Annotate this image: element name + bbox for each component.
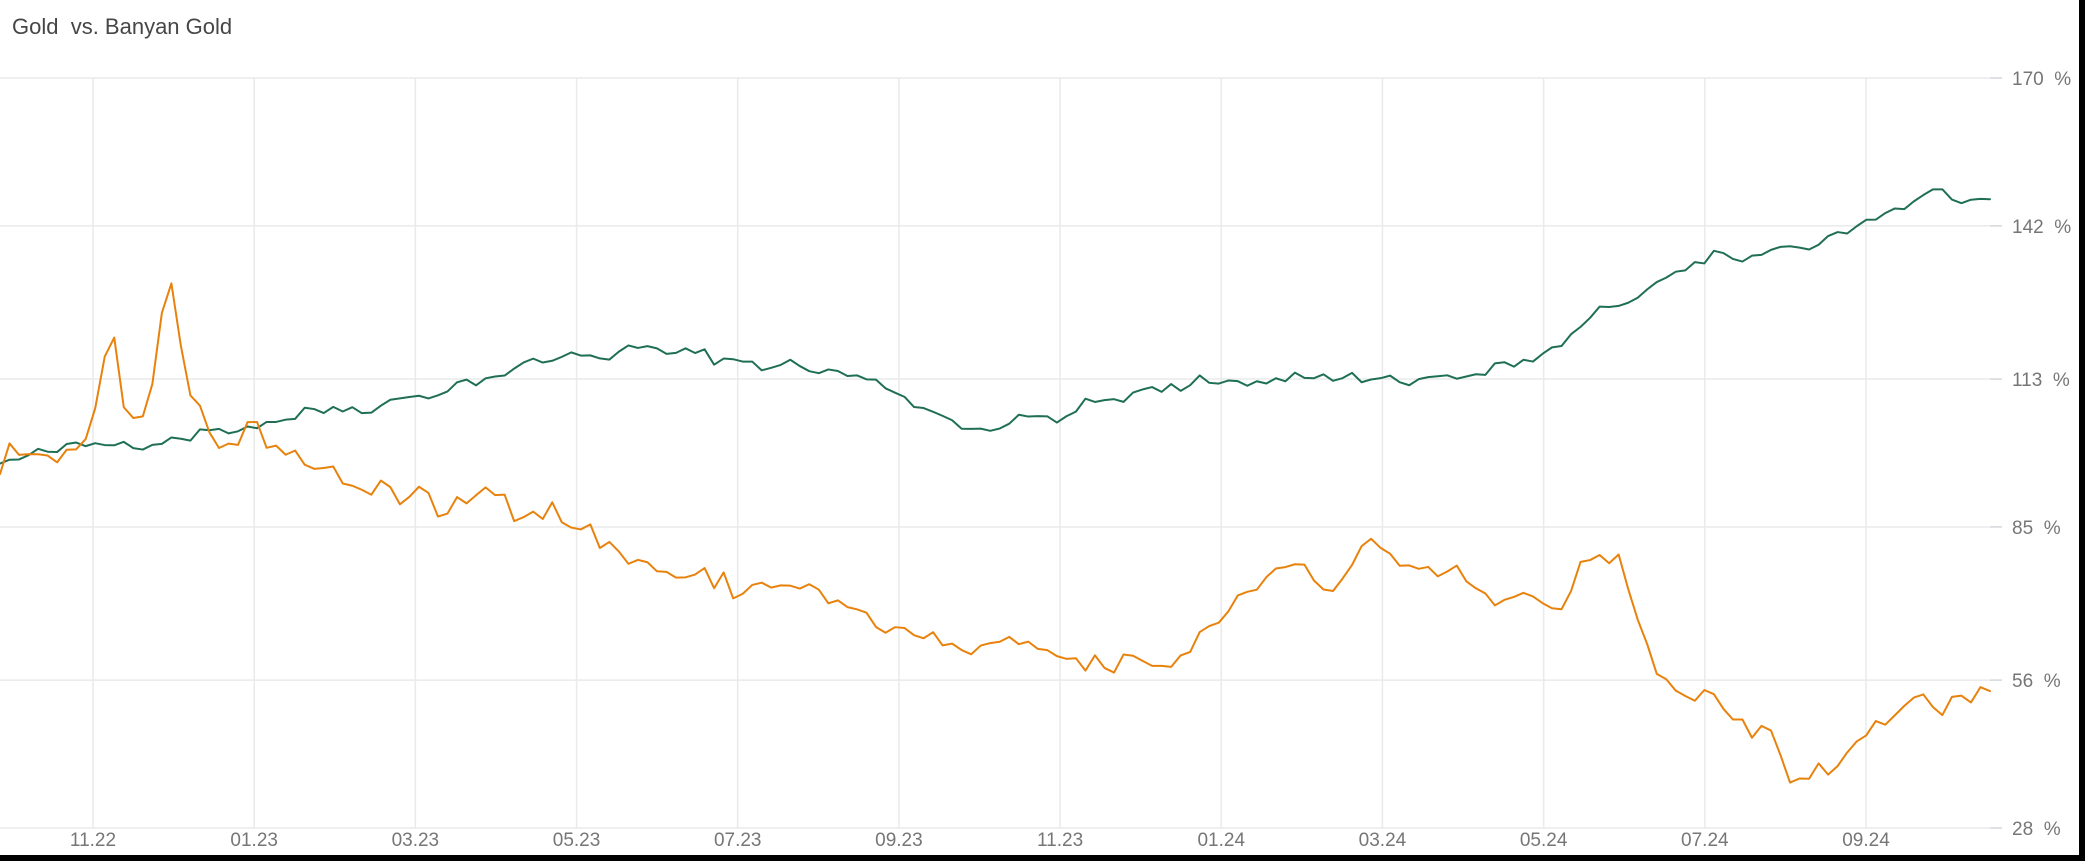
svg-text:28 %: 28 % — [2012, 819, 2061, 840]
svg-text:05.24: 05.24 — [1520, 830, 1568, 851]
svg-text:03.23: 03.23 — [392, 830, 440, 851]
svg-text:01.23: 01.23 — [230, 830, 278, 851]
svg-text:07.23: 07.23 — [714, 830, 762, 851]
svg-text:09.23: 09.23 — [875, 830, 923, 851]
svg-text:05.23: 05.23 — [553, 830, 601, 851]
svg-text:113 %: 113 % — [2012, 370, 2070, 391]
svg-text:85 %: 85 % — [2012, 518, 2061, 539]
svg-text:56 %: 56 % — [2012, 671, 2061, 692]
svg-text:07.24: 07.24 — [1681, 830, 1729, 851]
svg-text:170 %: 170 % — [2012, 69, 2071, 90]
svg-text:11.22: 11.22 — [70, 830, 116, 851]
svg-text:11.23: 11.23 — [1037, 830, 1083, 851]
svg-text:09.24: 09.24 — [1842, 830, 1890, 851]
svg-text:03.24: 03.24 — [1359, 830, 1407, 851]
svg-text:142 %: 142 % — [2012, 217, 2071, 238]
svg-text:01.24: 01.24 — [1197, 830, 1245, 851]
